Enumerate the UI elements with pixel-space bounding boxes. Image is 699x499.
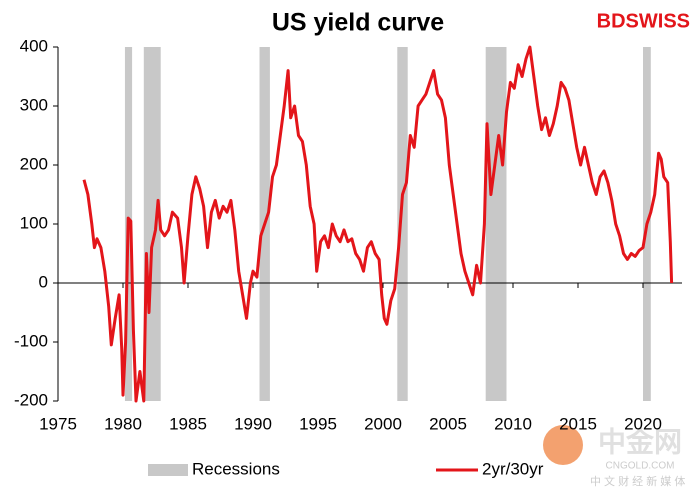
chart-title: US yield curve — [272, 9, 444, 37]
y-tick-label: -100 — [14, 331, 48, 350]
watermark-name: 中金网 — [598, 425, 682, 457]
watermark-site: CNGOLD.COM — [606, 461, 675, 472]
watermark-tagline: 中 文 财 经 新 媒 体 — [590, 474, 685, 488]
x-tick-label: 1975 — [39, 414, 77, 433]
x-tick-label: 1995 — [299, 414, 337, 433]
series-line — [82, 45, 674, 403]
y-tick-label: -200 — [14, 390, 48, 409]
y-tick-label: 200 — [20, 154, 48, 173]
x-tick-label: 2005 — [429, 414, 467, 433]
legend-swatch — [148, 464, 188, 476]
watermark-icon — [543, 425, 583, 465]
x-tick-label: 2010 — [494, 414, 532, 433]
x-tick-label: 1980 — [104, 414, 142, 433]
x-tick-label: 2020 — [624, 414, 662, 433]
y-tick-label: 0 — [39, 272, 48, 291]
legend-label: Recessions — [192, 459, 280, 478]
y-tick-label: 400 — [20, 36, 48, 55]
recession-band — [143, 47, 161, 401]
recession-band — [397, 47, 408, 401]
legend-label: 2yr/30yr — [482, 459, 544, 478]
x-tick-label: 2015 — [559, 414, 597, 433]
brand-logo: BDSWISS — [597, 10, 690, 32]
x-tick-label: 2000 — [364, 414, 402, 433]
recession-band — [485, 47, 507, 401]
y-tick-label: 100 — [20, 213, 48, 232]
y-tick-label: 300 — [20, 95, 48, 114]
x-tick-label: 1990 — [234, 414, 272, 433]
x-tick-label: 1985 — [169, 414, 207, 433]
